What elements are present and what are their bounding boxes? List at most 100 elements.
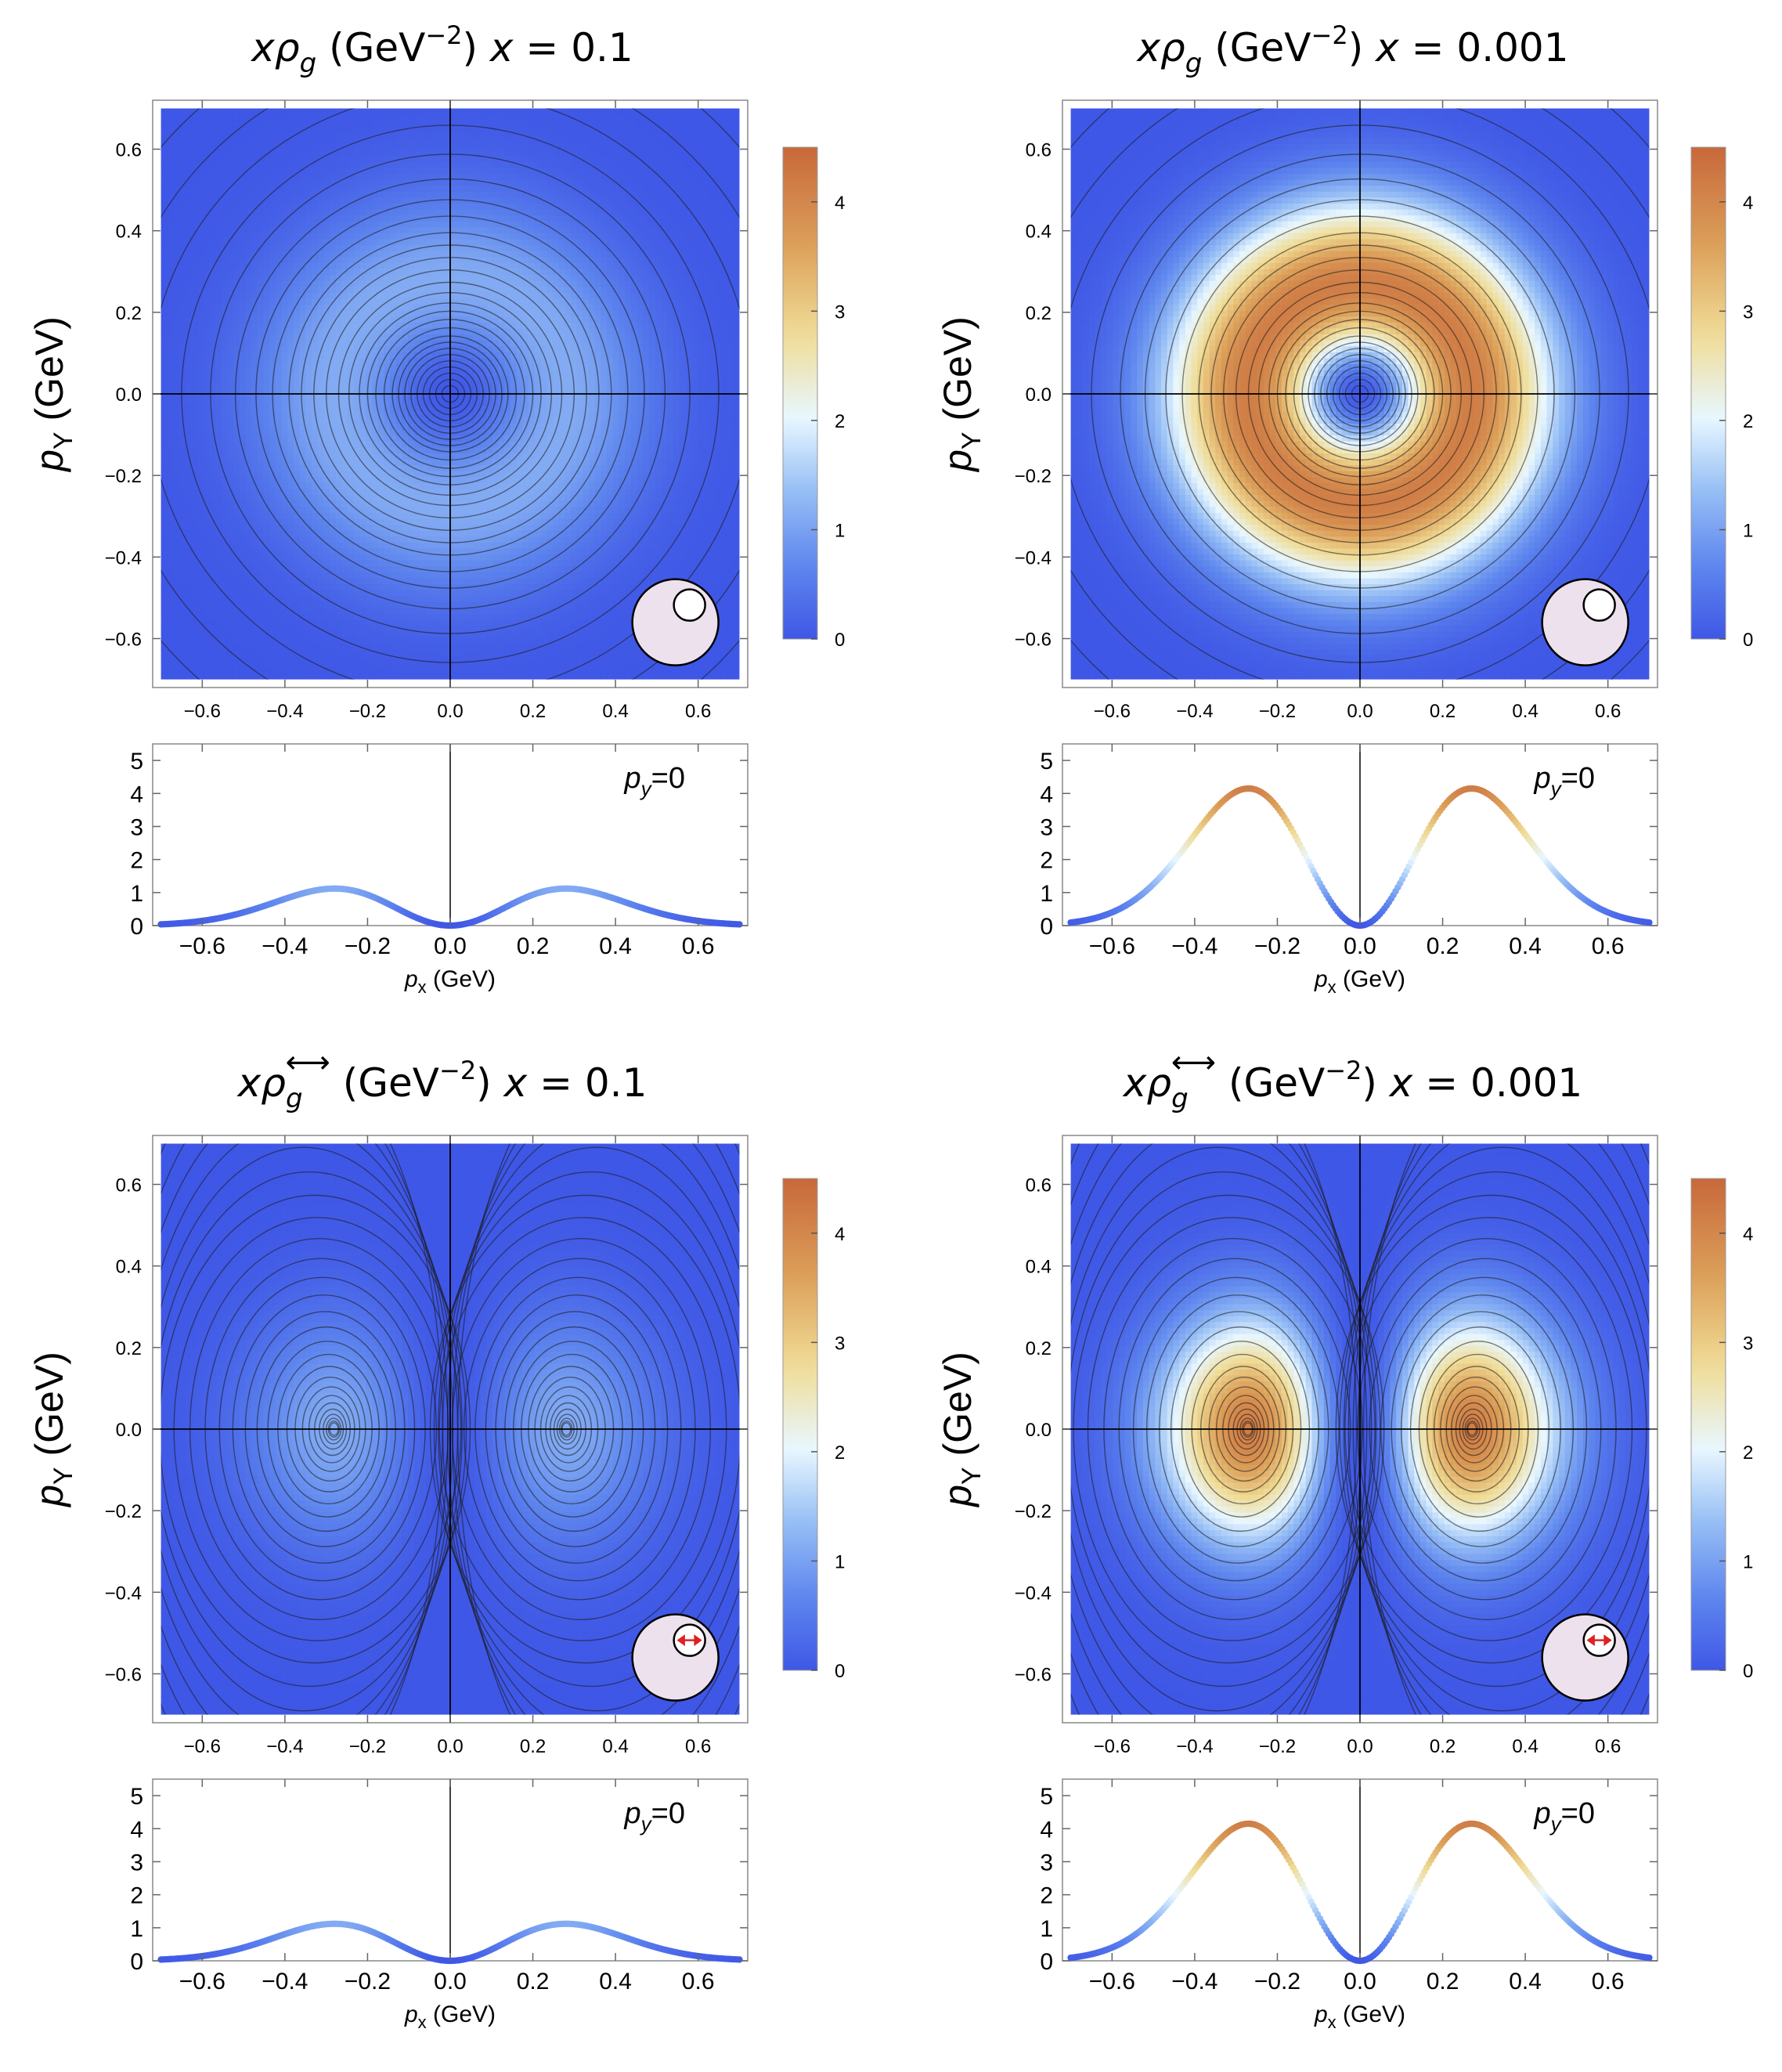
colorbar-tick-label: 0	[1743, 630, 1753, 651]
double-arrow-icon	[676, 1634, 702, 1647]
gluon-circle-icon	[1582, 588, 1616, 622]
title-part: x	[1388, 1060, 1413, 1106]
x-tick-label: 0.0	[1344, 933, 1376, 959]
x-tick-label: −0.2	[349, 1736, 386, 1757]
x-tick-label: 0.0	[1344, 1969, 1376, 1994]
line-plot: −0.6 −0.4 −0.2 0.0 0.2 0.4 0.6 0 1 2 3 4 5 py=0 px (Ge…	[1040, 743, 1658, 997]
colorbar-gradient	[782, 146, 818, 640]
x-tick-label: 0.0	[434, 1969, 467, 1994]
y-axis-label: pY (GeV)	[936, 316, 987, 473]
y-tick-label: 0.2	[1026, 303, 1052, 324]
y-tick-label: 2	[1040, 1883, 1053, 1909]
x-tick-label: 0.4	[1512, 1736, 1538, 1757]
x-tick-label: −0.4	[1171, 933, 1217, 959]
lineplot-label: py=0	[1534, 1797, 1595, 1836]
x-tick-label: 0.4	[1509, 1969, 1542, 1994]
y-axis-label: pY (GeV)	[936, 1352, 987, 1508]
y-tick-label: −0.2	[105, 1501, 142, 1522]
colorbar-tick-label: 3	[835, 1333, 845, 1354]
curve-point	[1646, 919, 1653, 926]
title-part: g	[1185, 48, 1203, 79]
x-tick-label: −0.2	[1259, 701, 1296, 722]
y-tick-label: 0	[1040, 914, 1053, 940]
y-tick-label: 0.0	[1026, 384, 1052, 406]
x-tick-label: 0.2	[520, 1736, 546, 1757]
proton-circle-icon	[1541, 578, 1629, 666]
title-part: )	[1348, 25, 1364, 70]
x-tick-label: −0.4	[1171, 1969, 1217, 1994]
colorbar-tick-label: 0	[835, 1661, 845, 1682]
y-tick-label: −0.4	[105, 1583, 142, 1604]
title-part: g	[1171, 1083, 1189, 1114]
y-tick-label: 0.6	[1026, 140, 1052, 161]
colorbar-tick-label: 2	[1743, 1442, 1753, 1464]
colorbar-tick-label: 4	[835, 193, 845, 214]
x-tick-label: 0.6	[1592, 1969, 1625, 1994]
title-part: )	[463, 25, 478, 70]
colorbar-tick-label: 1	[835, 1551, 845, 1572]
x-tick-label: 0.2	[1430, 701, 1456, 722]
x-tick-label: −0.2	[1254, 933, 1300, 959]
colorbar-tick-label: 4	[835, 1224, 845, 1245]
x-tick-label: −0.4	[266, 701, 303, 722]
y-tick-label: 1	[130, 1916, 143, 1942]
colorbar-tick-label: 2	[835, 1442, 845, 1464]
x-tick-label: −0.4	[266, 1736, 303, 1757]
y-tick-label: 4	[130, 1817, 143, 1843]
colorbar-tick-label: 1	[1743, 520, 1753, 541]
line-plot: −0.6 −0.4 −0.2 0.0 0.2 0.4 0.6 0 1 2 3 4 5 py=0 px (Ge…	[1040, 1778, 1658, 2032]
panel-bottom-left: xρg⟷ (GeV−2) x = 0.1−0.60.6−0.40.4−0.20.…	[27, 1045, 845, 2032]
y-tick-label: 3	[130, 814, 143, 840]
x-tick-label: 0.6	[1592, 933, 1625, 959]
x-tick-label: 0.4	[599, 933, 632, 959]
proton-badge-icon	[631, 578, 720, 666]
y-tick-label: 2	[1040, 848, 1053, 874]
lineplot-label: py=0	[1534, 762, 1595, 800]
x-tick-label: 0.0	[1347, 1736, 1373, 1757]
y-tick-label: 5	[130, 1784, 143, 1810]
y-tick-label: 5	[1040, 749, 1053, 774]
x-tick-label: 0.4	[1509, 933, 1542, 959]
title-part: g	[286, 1083, 303, 1114]
x-tick-label: −0.6	[184, 1736, 221, 1757]
title-part: (GeV	[1216, 1060, 1325, 1106]
y-tick-label: −0.6	[1015, 1665, 1052, 1686]
x-tick-label: −0.2	[349, 701, 386, 722]
x-tick-label: 0.6	[1595, 701, 1621, 722]
colorbar-tick-label: 0	[1743, 1661, 1753, 1682]
y-tick-label: 5	[1040, 1784, 1053, 1810]
colorbar: 0 1 2 3 4	[1690, 1178, 1753, 1682]
y-tick-label: −0.2	[105, 466, 142, 487]
x-tick-label: −0.2	[1254, 1969, 1300, 1994]
colorbar-tick-label: 2	[1743, 411, 1753, 432]
x-tick-label: 0.0	[434, 933, 467, 959]
x-tick-label: −0.6	[179, 933, 225, 959]
y-tick-label: −0.4	[1015, 547, 1052, 569]
title-part: g	[300, 48, 317, 79]
x-tick-label: −0.6	[184, 701, 221, 722]
x-tick-label: 0.2	[517, 1969, 550, 1994]
gluon-circle-icon	[673, 588, 706, 622]
title-part	[478, 25, 490, 70]
y-tick-label: −0.6	[1015, 630, 1052, 651]
colorbar: 0 1 2 3 4	[782, 1178, 845, 1682]
heatmap-image	[161, 1143, 740, 1715]
x-tick-label: −0.6	[1089, 1969, 1135, 1994]
y-tick-label: 0.2	[116, 303, 142, 324]
y-tick-label: 0	[130, 914, 143, 940]
y-tick-label: 5	[130, 749, 143, 774]
title-part: −2	[439, 1056, 476, 1085]
x-tick-label: 0.4	[1512, 701, 1538, 722]
curve-point	[736, 1956, 743, 1963]
lineplot-label: py=0	[624, 762, 685, 800]
proton-badge-icon	[1541, 578, 1629, 666]
y-tick-label: 3	[1040, 814, 1053, 840]
x-tick-label: −0.4	[1176, 701, 1213, 722]
title-part: (GeV	[1202, 25, 1311, 70]
y-tick-label: 0.6	[1026, 1175, 1052, 1197]
y-tick-label: 0.0	[116, 384, 142, 406]
chart-title: xρg (GeV−2) x = 0.001	[1135, 20, 1568, 79]
colorbar-gradient	[1690, 1178, 1726, 1671]
x-axis-label: px (GeV)	[404, 966, 496, 997]
